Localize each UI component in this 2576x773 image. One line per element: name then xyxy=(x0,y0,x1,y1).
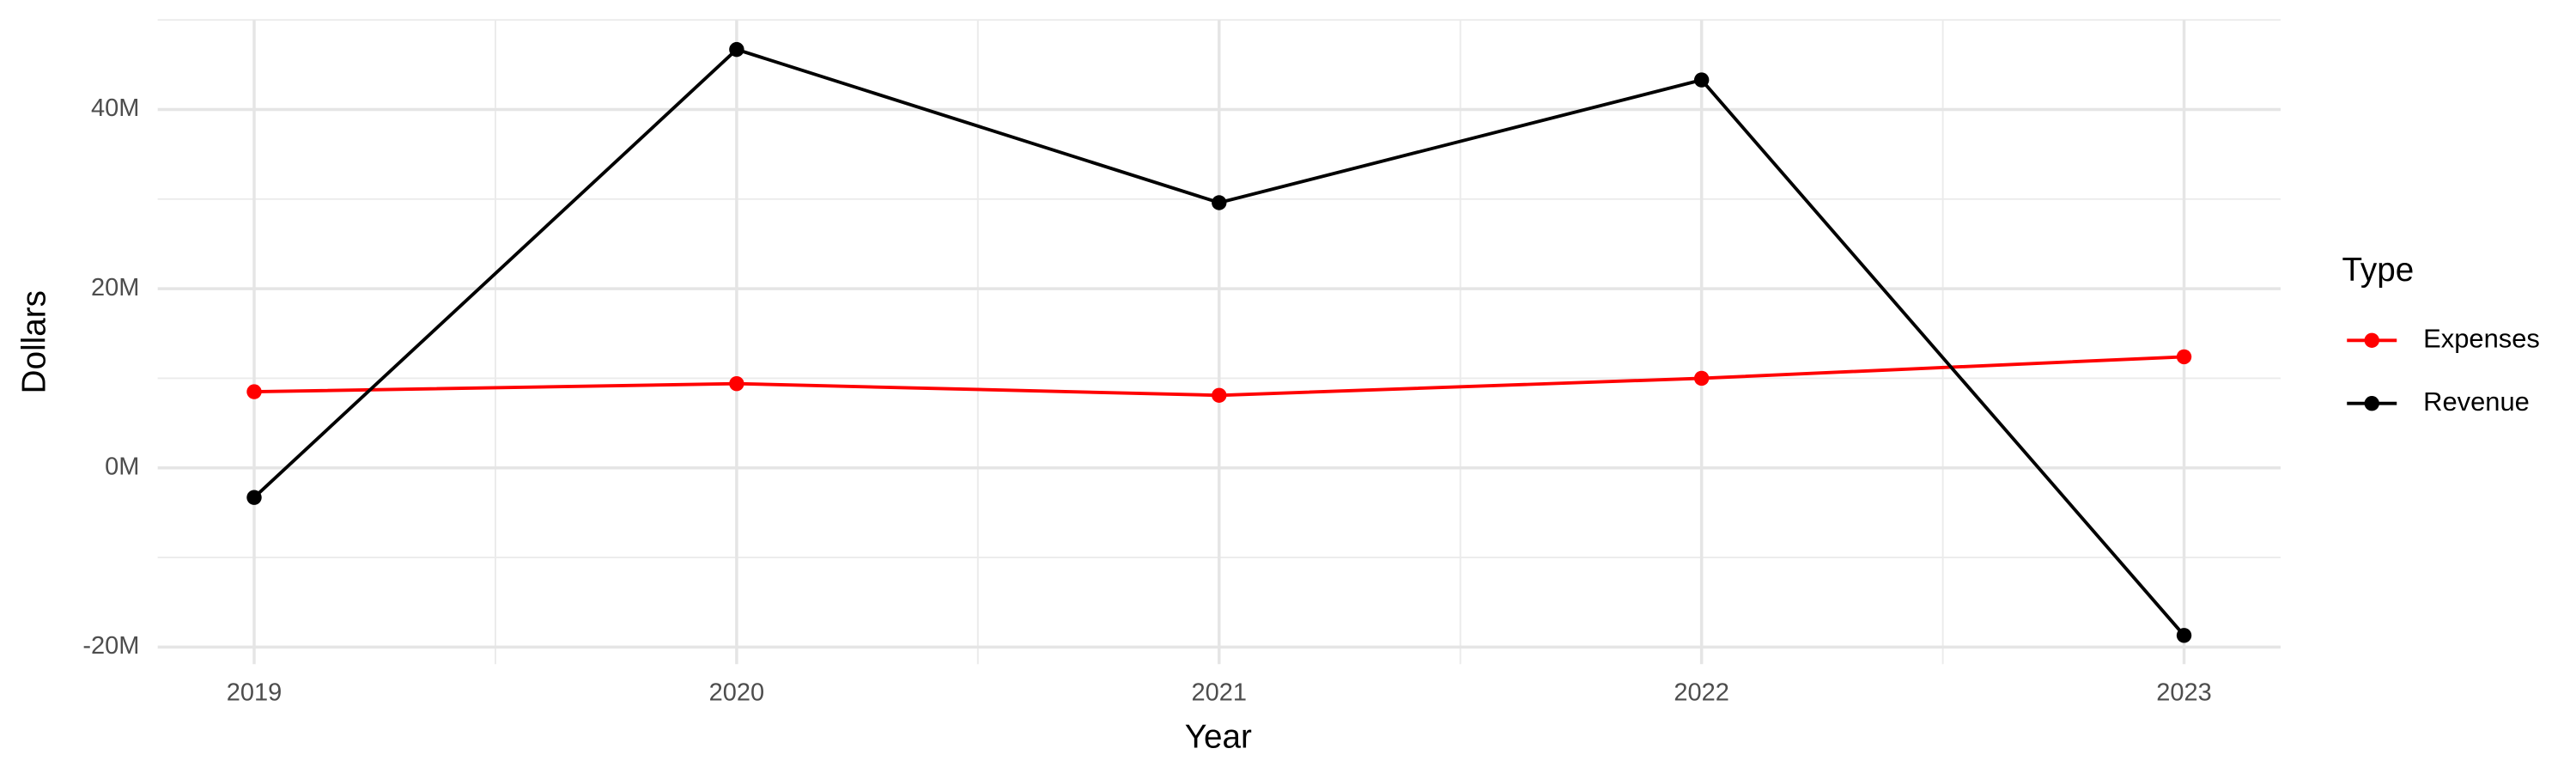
data-point xyxy=(246,490,262,505)
data-point xyxy=(729,41,744,58)
x-tick-label: 2019 xyxy=(227,679,282,707)
y-axis-title: Dollars xyxy=(16,290,53,393)
data-point xyxy=(1212,195,1227,210)
data-point xyxy=(729,376,744,392)
data-point xyxy=(1693,72,1710,88)
x-axis-title: Year xyxy=(1185,718,1252,755)
y-tick-label: -20M xyxy=(82,632,139,660)
legend-point xyxy=(2364,396,2379,411)
data-point xyxy=(1212,387,1227,403)
x-tick-label: 2020 xyxy=(709,679,764,707)
legend-point xyxy=(2364,332,2379,348)
y-tick-label: 20M xyxy=(91,274,139,301)
x-tick-label: 2022 xyxy=(1674,679,1728,707)
y-tick-label: 40M xyxy=(91,94,139,122)
legend-label: Revenue xyxy=(2423,386,2530,417)
y-tick-label: 0M xyxy=(105,453,139,480)
data-point xyxy=(246,384,262,399)
data-point xyxy=(1693,370,1710,386)
data-point xyxy=(2176,628,2192,643)
data-point xyxy=(2176,349,2192,365)
legend-label: Expenses xyxy=(2423,323,2540,353)
legend-title: Type xyxy=(2342,252,2414,289)
x-tick-label: 2021 xyxy=(1192,679,1247,707)
x-tick-label: 2023 xyxy=(2156,679,2211,707)
